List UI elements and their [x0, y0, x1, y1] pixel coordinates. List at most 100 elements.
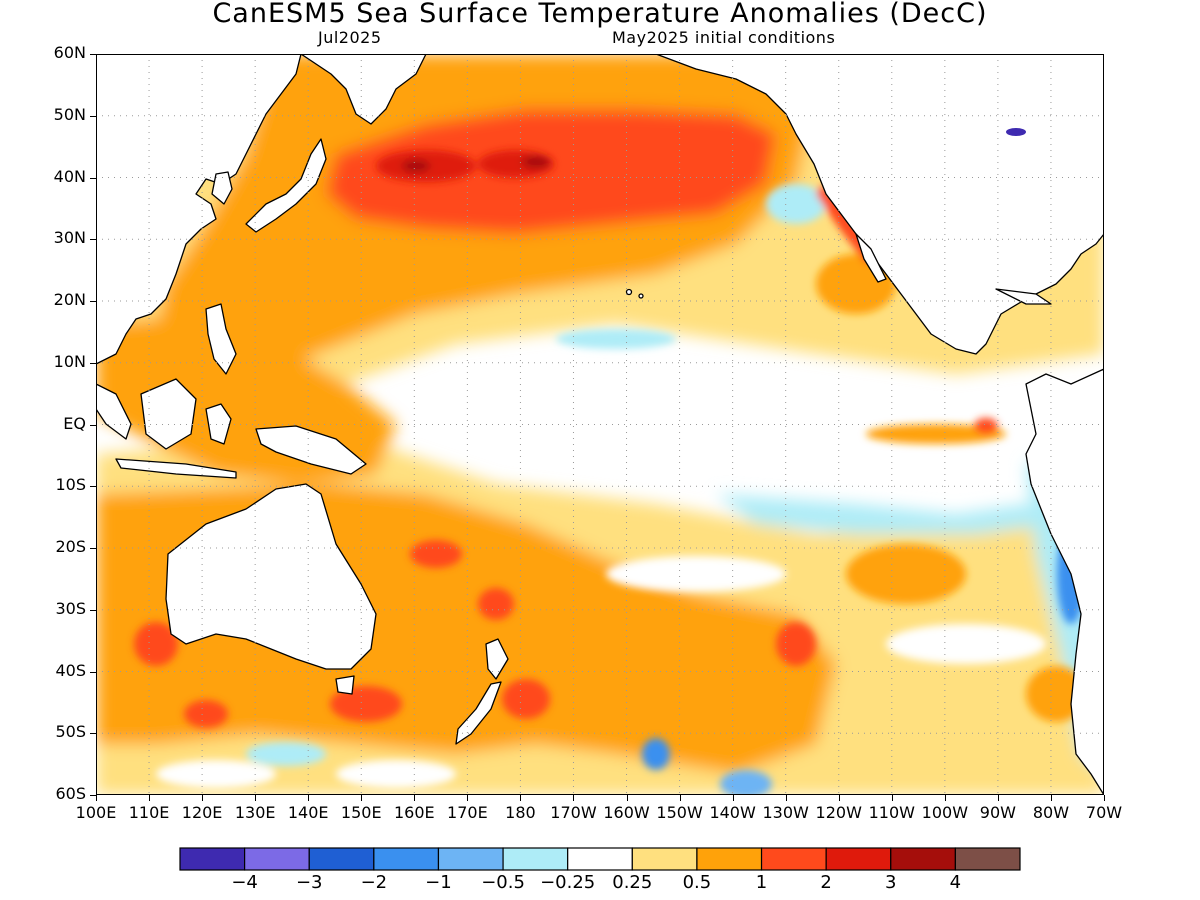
land-tasmania [335, 675, 355, 695]
lon-label: 160W [603, 803, 650, 822]
land-baja [855, 233, 887, 283]
land-java [115, 458, 237, 479]
lat-label: 40S [55, 660, 86, 680]
colorbar [179, 847, 1021, 871]
lat-label: 50N [53, 104, 86, 124]
colorbar-label: −2 [360, 872, 388, 893]
lat-label: 50S [55, 722, 86, 742]
lon-label: 140W [709, 803, 756, 822]
colorbar-swatch [437, 847, 504, 871]
lat-label: 20S [55, 537, 86, 556]
colorbar-label: 4 [949, 872, 962, 893]
lat-tick [90, 609, 96, 611]
land-sumatra [96, 383, 132, 440]
colorbar-swatch [696, 847, 763, 871]
colorbar-swatch [760, 847, 827, 871]
landmasses [96, 54, 1104, 795]
colorbar-label: −0.5 [481, 872, 525, 893]
lat-label: 30N [53, 228, 86, 248]
land-north-america [655, 54, 1104, 355]
lat-label: 60S [55, 784, 86, 803]
field-east-eq-cool [716, 494, 1056, 534]
lon-tick [1050, 795, 1052, 801]
land-korea [211, 171, 233, 205]
valid-month: Jul2025 [318, 28, 382, 47]
colorbar-label: 1 [755, 872, 768, 893]
colorbar-label: −0.25 [540, 872, 596, 893]
colorbar-label: −3 [295, 872, 323, 893]
lon-label: 150E [340, 803, 382, 822]
land-cuba [995, 288, 1052, 305]
lon-tick [255, 795, 257, 801]
land-kamchatka [300, 54, 427, 125]
colorbar-swatch [502, 847, 569, 871]
lon-label: 100E [75, 803, 117, 822]
lon-tick [1104, 795, 1105, 801]
land-sulawesi [205, 403, 232, 445]
colorbar-label: −4 [231, 872, 258, 893]
colorbar-label: 3 [885, 872, 897, 893]
lon-tick [96, 795, 97, 801]
lat-label: 20N [53, 290, 86, 309]
lat-tick [90, 362, 96, 364]
lat-tick [90, 424, 96, 426]
land-nz-south [455, 681, 502, 745]
land-borneo [140, 378, 197, 450]
lon-label: 180 [505, 803, 536, 822]
colorbar-label: 0.5 [682, 872, 712, 893]
colorbar-label: 2 [820, 872, 832, 893]
lon-label: 140E [287, 803, 329, 822]
lat-tick [90, 115, 96, 117]
land-new-guinea [255, 425, 367, 475]
lon-label: 100W [921, 803, 969, 822]
lon-tick [785, 795, 787, 801]
lat-tick [90, 671, 96, 673]
lon-label: 160E [393, 803, 435, 822]
lon-label: 80W [1032, 803, 1070, 822]
lat-label: 40N [53, 166, 86, 186]
land-south-america [1025, 368, 1104, 795]
lat-tick [90, 301, 96, 302]
lon-tick [573, 795, 575, 801]
colorbar-swatch [890, 847, 956, 871]
lon-tick [626, 795, 628, 801]
lon-tick [202, 795, 204, 801]
lat-label: 10S [55, 475, 86, 495]
lon-tick [891, 795, 893, 801]
lon-label: 170E [447, 803, 488, 822]
colorbar-swatch [179, 847, 246, 871]
lon-tick [149, 795, 151, 801]
lat-label: 10N [53, 351, 86, 371]
land-nz-north [485, 638, 509, 680]
lon-label: 120E [181, 803, 223, 822]
lat-tick [90, 486, 96, 488]
lat-tick [90, 239, 96, 241]
lon-tick [414, 795, 416, 801]
lon-tick [520, 795, 522, 801]
lon-tick [838, 795, 840, 801]
colorbar-swatch [631, 847, 698, 871]
lon-label: 110W [868, 803, 915, 822]
map-title: CanESM5 Sea Surface Temperature Anomalie… [212, 0, 988, 29]
lon-label: 90W [979, 803, 1016, 822]
lat-label: 30S [55, 598, 86, 618]
colorbar-swatch [825, 847, 892, 871]
colorbar-label: −1 [425, 872, 452, 893]
lat-label: 60N [53, 43, 86, 62]
lon-label: 130W [762, 803, 809, 822]
lat-tick [90, 548, 96, 549]
land-asia [96, 54, 302, 365]
great-lakes [1006, 128, 1026, 136]
lat-tick [90, 54, 96, 55]
colorbar-swatch [244, 847, 310, 871]
lon-label: 150W [656, 803, 703, 822]
land-japan [245, 138, 327, 233]
initial-conditions: May2025 initial conditions [612, 28, 836, 47]
lat-tick [90, 795, 96, 796]
colorbar-label: 0.25 [612, 872, 653, 893]
colorbar-swatch [308, 847, 375, 871]
lon-tick [679, 795, 681, 801]
lon-tick [308, 795, 310, 801]
sst-anomaly-map [96, 54, 1104, 795]
lon-tick [361, 795, 363, 801]
